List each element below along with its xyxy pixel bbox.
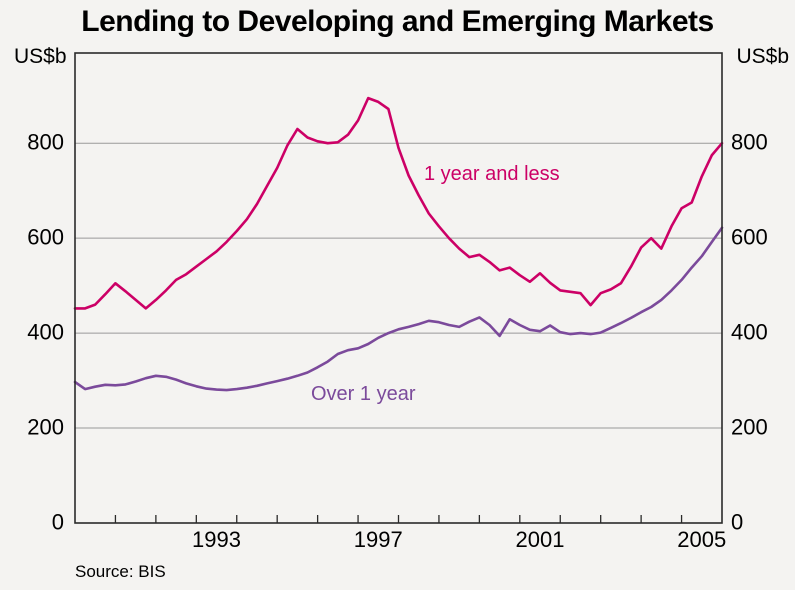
chart-title: Lending to Developing and Emerging Marke… [81, 5, 714, 38]
plot-border [74, 52, 723, 524]
x-tick-label-2001: 2001 [515, 527, 565, 552]
x-tick-label-2005: 2005 [677, 527, 727, 552]
y-tick-label-left-600: 600 [27, 224, 64, 250]
y-tick-label-right-400: 400 [731, 319, 768, 345]
y-tick-label-right-800: 800 [731, 129, 768, 155]
x-tick-label-1993: 1993 [192, 527, 241, 552]
y-tick-label-right-600: 600 [731, 224, 768, 250]
y-tick-label-left-0: 0 [51, 509, 64, 535]
line-series-0 [73, 96, 724, 310]
y-tick-label-left-200: 200 [27, 414, 64, 440]
y-axis-unit-right: US$b [736, 45, 789, 68]
y-tick-label-right-200: 200 [731, 414, 768, 440]
y-tick-label-right-0: 0 [731, 509, 744, 535]
series-label-over-1-year: Over 1 year [311, 383, 416, 405]
series-label-1-year-and-less: 1 year and less [424, 163, 560, 185]
x-tick-label-1997: 1997 [353, 527, 403, 552]
y-tick-label-left-400: 400 [27, 319, 64, 345]
line-series-1 [73, 226, 724, 392]
source-note: Source: BIS [75, 562, 166, 581]
y-tick-label-left-800: 800 [27, 129, 64, 155]
y-axis-unit-left: US$b [14, 45, 67, 68]
